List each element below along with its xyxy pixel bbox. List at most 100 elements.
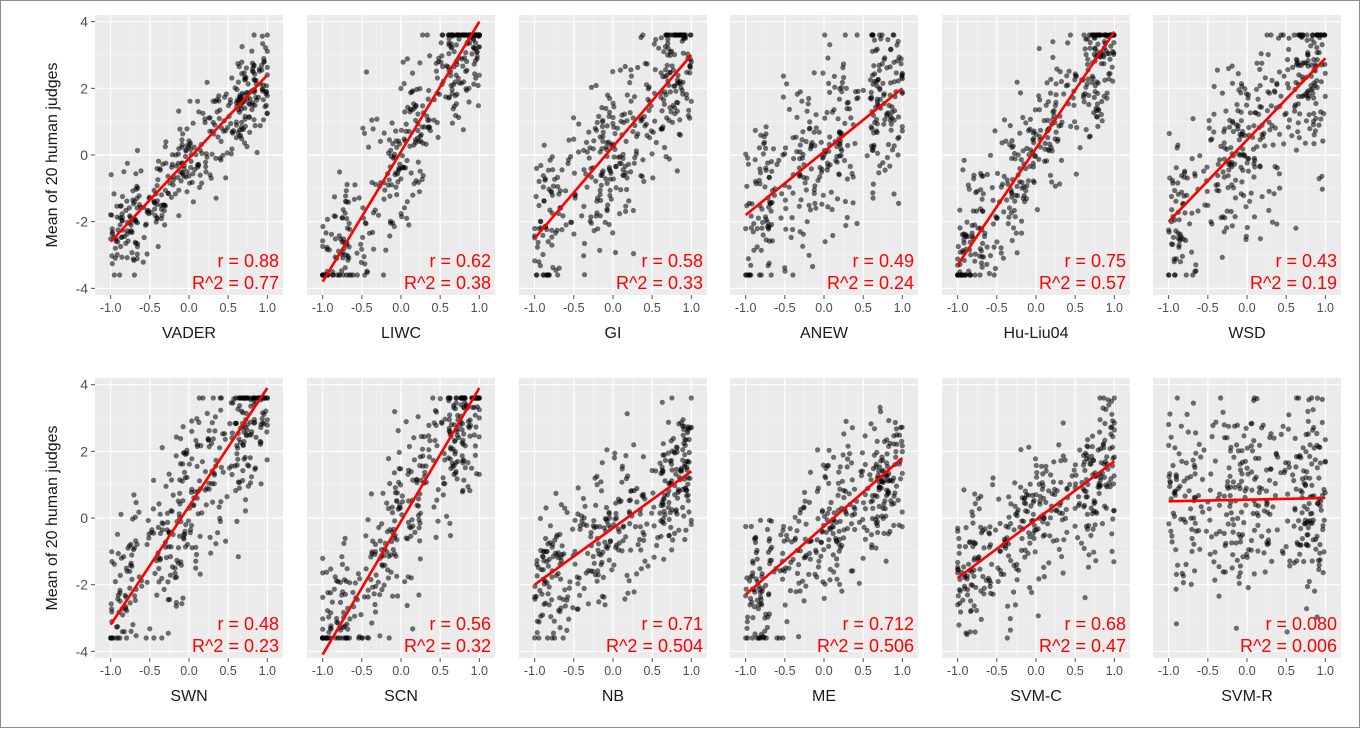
scatter-point xyxy=(132,272,137,277)
scatter-point xyxy=(243,508,248,513)
scatter-point xyxy=(328,590,333,595)
scatter-point xyxy=(320,556,325,561)
scatter-point xyxy=(955,526,960,531)
scatter-point xyxy=(390,141,395,146)
scatter-point xyxy=(988,253,993,258)
scatter-point xyxy=(1281,141,1286,146)
scatter-point xyxy=(124,635,129,640)
scatter-point xyxy=(447,428,452,433)
x-tick-label: 0.0 xyxy=(180,664,197,678)
scatter-point xyxy=(176,499,181,504)
scatter-point xyxy=(265,111,270,116)
scatter-point xyxy=(1013,156,1018,161)
scatter-point xyxy=(844,511,849,516)
scatter-point xyxy=(1295,129,1300,134)
scatter-point xyxy=(1245,225,1250,230)
scatter-point xyxy=(1040,471,1045,476)
scatter-point xyxy=(611,104,616,109)
scatter-point xyxy=(1323,490,1328,495)
scatter-point xyxy=(755,557,760,562)
scatter-point xyxy=(558,577,563,582)
scatter-point xyxy=(129,629,134,634)
scatter-point xyxy=(804,176,809,181)
scatter-point xyxy=(1088,134,1093,139)
scatter-point xyxy=(661,441,666,446)
scatter-point xyxy=(993,527,998,532)
scatter-point xyxy=(415,111,420,116)
scatter-point xyxy=(746,256,751,261)
scatter-point xyxy=(623,534,628,539)
scatter-point xyxy=(1193,471,1198,476)
scatter-point xyxy=(1228,145,1233,150)
scatter-point xyxy=(885,155,890,160)
scatter-point xyxy=(390,505,395,510)
scatter-point xyxy=(780,528,785,533)
scatter-point xyxy=(650,151,655,156)
scatter-point xyxy=(1314,431,1319,436)
scatter-point xyxy=(394,498,399,503)
scatter-point xyxy=(123,208,128,213)
scatter-point xyxy=(849,568,854,573)
scatter-point xyxy=(831,455,836,460)
scatter-point xyxy=(129,561,134,566)
scatter-point xyxy=(217,108,222,113)
scatter-point xyxy=(1318,557,1323,562)
scatter-point xyxy=(1227,474,1232,479)
scatter-point xyxy=(455,413,460,418)
scatter-point xyxy=(166,191,171,196)
scatter-point xyxy=(418,556,423,561)
scatter-point xyxy=(1236,532,1241,537)
scatter-point xyxy=(1296,395,1301,400)
scatter-point xyxy=(1097,484,1102,489)
scatter-point xyxy=(128,600,133,605)
scatter-point xyxy=(418,169,423,174)
scatter-point xyxy=(1006,553,1011,558)
scatter-point xyxy=(453,113,458,118)
scatter-point xyxy=(1234,102,1239,107)
scatter-point xyxy=(109,549,114,554)
scatter-point xyxy=(1245,96,1250,101)
scatter-point xyxy=(1305,409,1310,414)
scatter-point xyxy=(537,588,542,593)
scatter-point xyxy=(837,131,842,136)
scatter-point xyxy=(1019,536,1024,541)
scatter-point xyxy=(245,395,250,400)
scatter-point xyxy=(769,545,774,550)
scatter-point xyxy=(347,221,352,226)
scatter-point xyxy=(1243,488,1248,493)
scatter-point xyxy=(1111,52,1116,57)
scatter-point xyxy=(441,492,446,497)
scatter-point xyxy=(1009,138,1014,143)
scatter-point xyxy=(1211,112,1216,117)
scatter-point xyxy=(179,601,184,606)
scatter-point xyxy=(164,555,169,560)
scatter-point xyxy=(628,548,633,553)
panel-label: Hu-Liu04 xyxy=(1004,325,1069,342)
scatter-point xyxy=(249,107,254,112)
scatter-point xyxy=(1101,445,1106,450)
scatter-point xyxy=(540,233,545,238)
scatter-point xyxy=(1249,469,1254,474)
scatter-point xyxy=(211,436,216,441)
scatter-point xyxy=(857,520,862,525)
scatter-point xyxy=(208,551,213,556)
scatter-point xyxy=(538,163,543,168)
scatter-point xyxy=(1316,475,1321,480)
scatter-point xyxy=(877,163,882,168)
scatter-point xyxy=(1083,46,1088,51)
scatter-point xyxy=(634,499,639,504)
scatter-point xyxy=(1286,427,1291,432)
scatter-point xyxy=(1315,465,1320,470)
scatter-point xyxy=(978,246,983,251)
scatter-point xyxy=(590,569,595,574)
scatter-point xyxy=(1320,420,1325,425)
scatter-point xyxy=(246,484,251,489)
scatter-point xyxy=(1313,537,1318,542)
scatter-point xyxy=(265,417,270,422)
scatter-point xyxy=(844,419,849,424)
scatter-point xyxy=(882,478,887,483)
scatter-point xyxy=(1306,419,1311,424)
scatter-point xyxy=(816,564,821,569)
scatter-point xyxy=(1277,69,1282,74)
scatter-point xyxy=(758,518,763,523)
